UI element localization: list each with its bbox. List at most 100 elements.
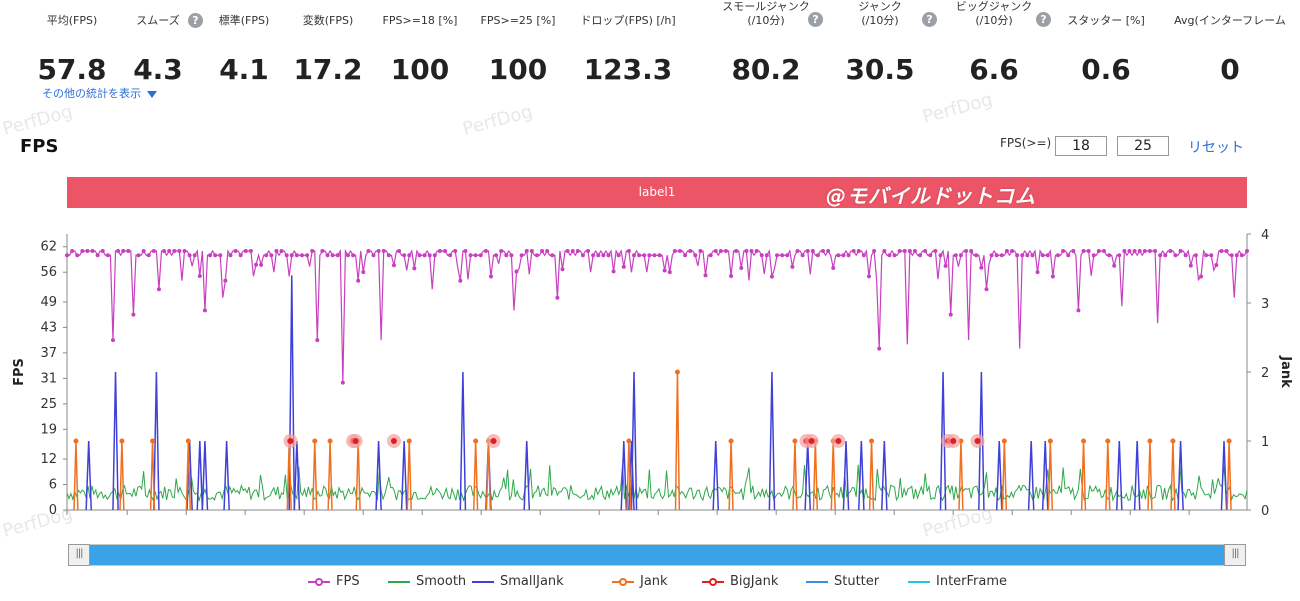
fps-point: [754, 248, 759, 253]
fps-point: [509, 253, 514, 258]
fps-point: [534, 253, 539, 258]
fps-chart[interactable]: 061219253137434956620123400:0000:4601:32…: [0, 222, 1300, 522]
fps-point: [458, 278, 463, 283]
fps-point: [356, 278, 361, 283]
jank-spike: [1226, 440, 1232, 511]
fps-point: [907, 248, 912, 253]
fps-point: [1239, 253, 1244, 258]
fps-point: [453, 248, 458, 253]
fps-point: [953, 253, 958, 258]
label-bar[interactable]: label1: [67, 177, 1247, 208]
jank-spike: [472, 440, 479, 511]
fps-point: [866, 274, 871, 279]
fps-point: [964, 248, 969, 253]
help-icon[interactable]: ?: [922, 12, 937, 27]
fps-point: [473, 253, 478, 258]
slider-handle-right[interactable]: [1224, 544, 1246, 566]
small-jank-spike: [620, 440, 628, 511]
legend-item-jank[interactable]: Jank: [612, 574, 668, 589]
fps-point: [667, 270, 672, 275]
jank-point: [1147, 438, 1153, 444]
small-jank-spike: [196, 440, 204, 511]
stat-9: ビッグジャンク (/10分)? 6.6: [929, 0, 1059, 86]
y-tick-label: 19: [40, 422, 57, 437]
jank-spike: [1105, 440, 1111, 511]
stat-8: ジャンク (/10分)? 30.5: [815, 0, 945, 86]
legend-item-fps[interactable]: FPS: [308, 574, 360, 589]
fps-point: [488, 274, 493, 279]
stat-label: スムーズ: [136, 14, 180, 27]
legend-item-interframe[interactable]: InterFrame: [908, 574, 1007, 589]
fps-point: [1178, 248, 1183, 253]
fps-point: [1229, 253, 1234, 258]
fps-point: [1168, 248, 1173, 253]
fps-point: [366, 248, 371, 253]
fps-point: [672, 248, 677, 253]
legend-item-stutter[interactable]: Stutter: [806, 574, 879, 589]
stat-value: 0: [1220, 53, 1240, 86]
fps-point: [156, 287, 161, 292]
fps-point: [831, 265, 836, 270]
fps-point: [918, 253, 923, 258]
fps-point: [320, 248, 325, 253]
jank-spike: [1047, 440, 1053, 511]
y2-tick-label: 0: [1261, 504, 1269, 519]
fps-threshold-input-2[interactable]: [1117, 136, 1169, 156]
fps-point: [928, 253, 933, 258]
stat-value: 30.5: [845, 53, 915, 86]
slider-handle-left[interactable]: [68, 544, 90, 566]
jank-point: [1001, 438, 1007, 444]
jank-point: [150, 438, 156, 444]
fps-point: [652, 253, 657, 258]
fps-threshold-input-1[interactable]: [1055, 136, 1107, 156]
fps-point: [110, 338, 115, 343]
jank-point: [473, 438, 479, 444]
y2-axis-label: Jank: [1278, 355, 1293, 388]
fps-point: [121, 248, 126, 253]
fps-point: [1091, 253, 1096, 258]
y-tick-label: 25: [40, 397, 57, 412]
fps-point: [1010, 248, 1015, 253]
fps-point: [381, 248, 386, 253]
fps-point: [432, 253, 437, 258]
y2-tick-label: 3: [1261, 297, 1269, 312]
time-range-slider[interactable]: [68, 544, 1246, 566]
fps-point: [1122, 248, 1127, 253]
legend-item-smooth[interactable]: Smooth: [388, 574, 466, 589]
legend-item-bigjank[interactable]: BigJank: [702, 574, 778, 589]
fps-point: [1193, 253, 1198, 258]
fps-point: [841, 253, 846, 258]
fps-point: [361, 270, 366, 275]
fps-point: [637, 253, 642, 258]
y-tick-label: 49: [40, 295, 57, 310]
fps-point: [989, 253, 994, 258]
legend-item-smalljank[interactable]: SmallJank: [472, 574, 564, 589]
jank-spike: [674, 371, 681, 511]
fps-point: [1132, 248, 1137, 253]
y-tick-label: 62: [40, 240, 57, 255]
small-jank-spike: [939, 371, 947, 511]
fps-point: [1147, 248, 1152, 253]
big-jank-point: [835, 438, 842, 444]
fps-point: [494, 253, 499, 258]
stat-11: Avg(インターフレーム 0: [1165, 14, 1295, 86]
stat-7: スモールジャンク (/10分)? 80.2: [701, 0, 831, 86]
fps-point: [759, 253, 764, 258]
legend-line-icon: [308, 576, 330, 588]
fps-point: [565, 248, 570, 253]
big-jank-point: [950, 438, 957, 444]
fps-series-line: [67, 248, 1248, 383]
help-icon[interactable]: ?: [188, 13, 203, 28]
fps-point: [815, 253, 820, 258]
fps-point: [325, 253, 330, 258]
fps-point: [1214, 262, 1219, 267]
fps-point: [407, 253, 412, 258]
show-more-stats-link[interactable]: その他の統計を表示: [42, 85, 157, 101]
fps-point: [90, 248, 95, 253]
fps-point: [1117, 253, 1122, 258]
small-jank-spike: [1177, 440, 1184, 511]
reset-button[interactable]: リセット: [1188, 140, 1244, 156]
help-icon[interactable]: ?: [808, 12, 823, 27]
fps-point: [912, 248, 917, 253]
help-icon[interactable]: ?: [1036, 12, 1051, 27]
